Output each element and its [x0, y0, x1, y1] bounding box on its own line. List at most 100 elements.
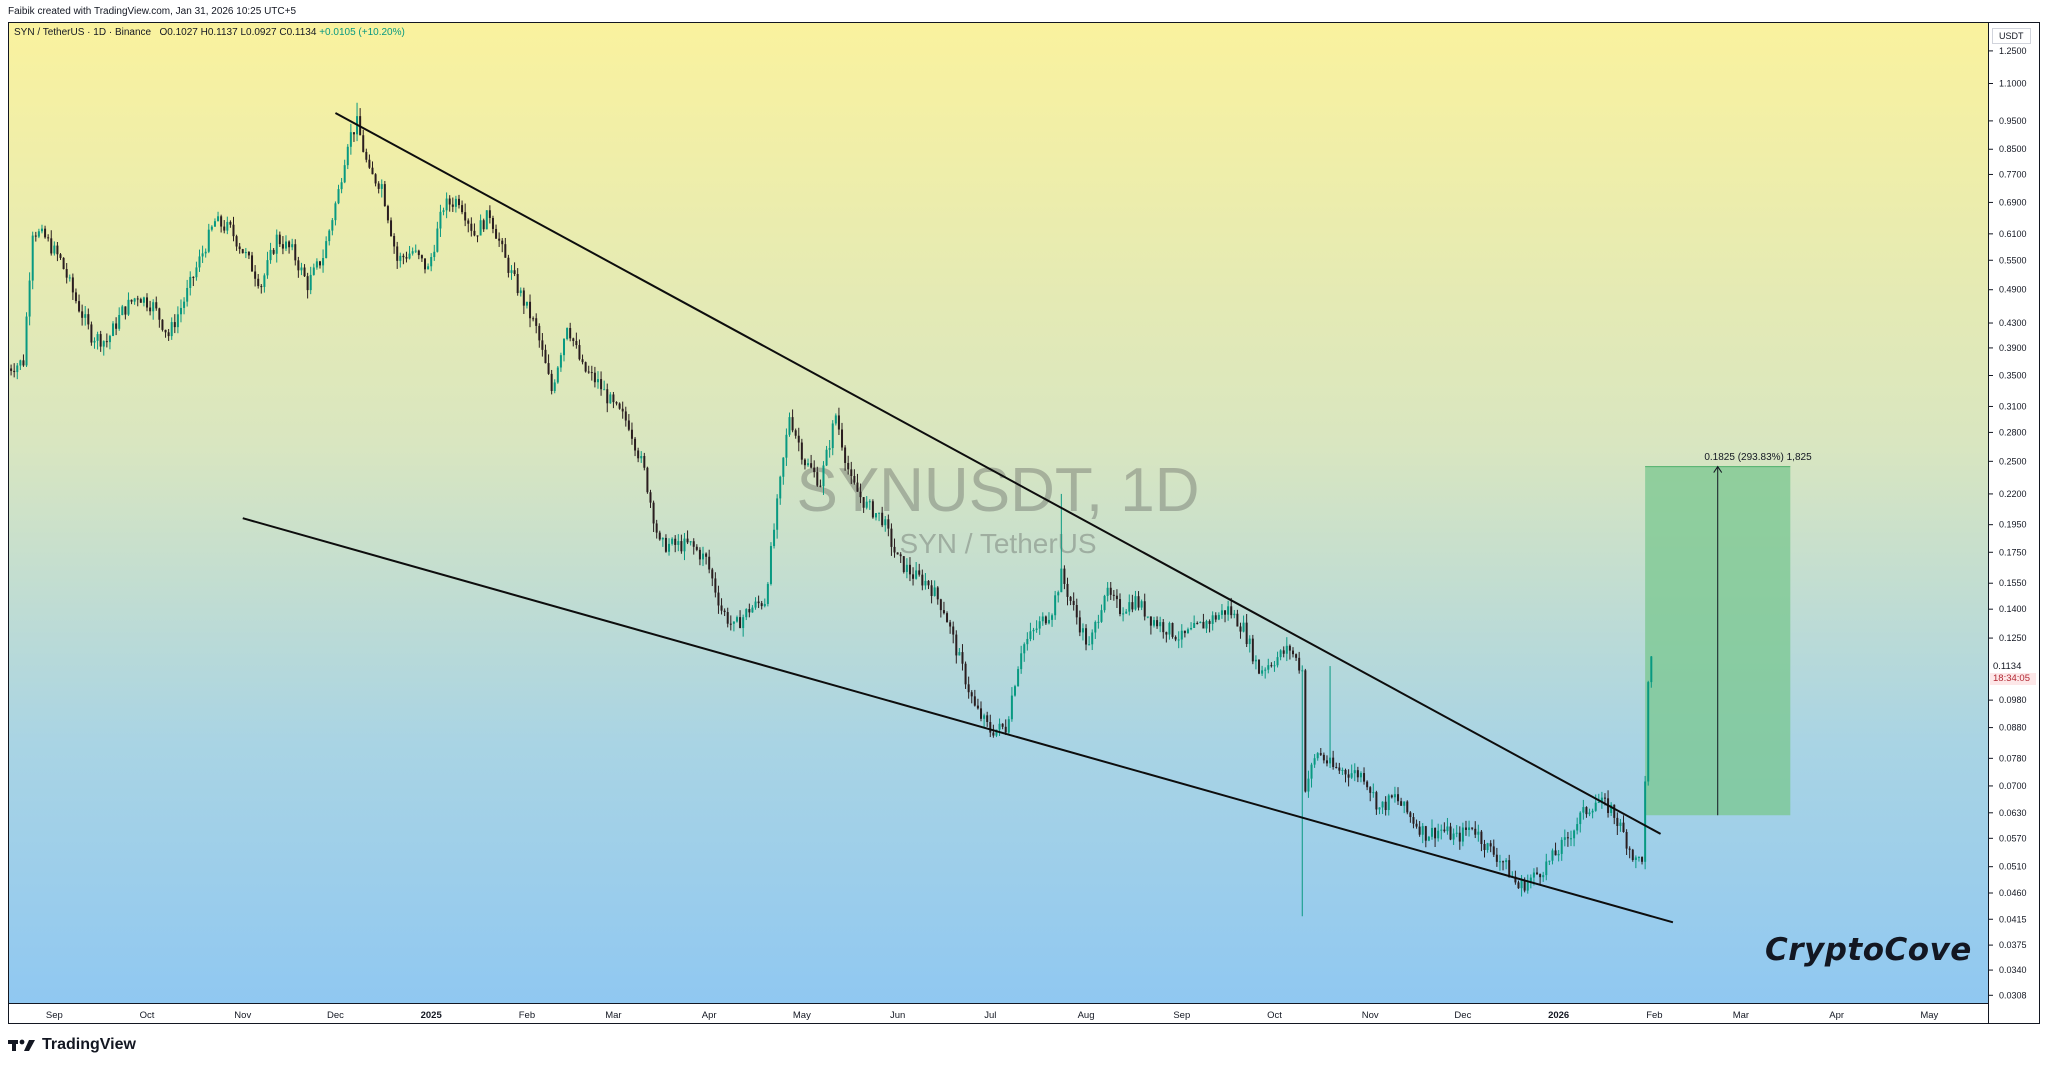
candle-body — [1122, 613, 1125, 615]
price-tick-label: 0.0880 — [1999, 723, 2027, 733]
candle-body — [1338, 767, 1341, 771]
time-axis[interactable]: Sep Oct Nov Dec 2025 Feb Mar Apr May Jun Jul Aug Sep… — [8, 1003, 1988, 1025]
candle-body — [99, 334, 102, 347]
brand-sign: CryptoCove — [1765, 932, 1972, 968]
candle-body — [1455, 832, 1458, 834]
candle-body — [1001, 723, 1004, 727]
candle-body — [596, 379, 599, 383]
target-arrow-head — [1713, 465, 1723, 473]
candle-body — [745, 609, 748, 618]
currency-button[interactable]: USDT — [1992, 28, 2031, 44]
candle-body — [964, 663, 967, 685]
candle-body — [251, 255, 254, 272]
candle-body — [96, 334, 99, 341]
candle-body — [708, 556, 711, 570]
candle-body — [1180, 630, 1183, 640]
time-tick-label: Jul — [984, 1010, 996, 1021]
candle-body — [467, 220, 470, 224]
candle-body — [1276, 657, 1279, 666]
candle-body — [241, 249, 244, 254]
candle-body — [841, 429, 844, 448]
candle-body — [1307, 778, 1310, 792]
candle-body — [995, 729, 998, 736]
candle-body — [522, 290, 525, 306]
price-tick-label: 0.6100 — [1999, 229, 2027, 239]
candle-body — [1109, 587, 1112, 595]
candle-body — [220, 216, 223, 227]
price-tick-label: 0.0460 — [1999, 888, 2027, 898]
candle-body — [1264, 669, 1267, 671]
candle-body — [600, 379, 603, 390]
watermark-symbol: SYNUSDT, 1D — [796, 456, 1200, 525]
candle-body — [1023, 644, 1026, 654]
candle-body — [1415, 823, 1418, 827]
candle-body — [1344, 769, 1347, 775]
candle-body — [1007, 719, 1010, 733]
candle-body — [1461, 827, 1464, 842]
candle-body — [868, 501, 871, 503]
candle-body — [748, 609, 751, 613]
candle-body — [1622, 822, 1625, 832]
candle-body — [115, 323, 118, 329]
candle-body — [124, 306, 127, 315]
candle-body — [334, 203, 337, 221]
candle-body — [1576, 824, 1579, 831]
price-tick-label: 0.3900 — [1999, 343, 2027, 353]
candle-body — [649, 492, 652, 503]
candle-body — [1214, 615, 1217, 620]
candle-body — [705, 553, 708, 557]
candle-body — [232, 224, 235, 237]
candle-body — [217, 216, 220, 222]
candle-body — [408, 253, 411, 259]
candle-body — [797, 435, 800, 443]
candle-body — [300, 267, 303, 271]
price-axis[interactable]: 1.2500 1.1000 0.9500 0.8500 0.7700 0.6900 0.61… — [1988, 22, 2041, 1024]
candle-body — [1403, 801, 1406, 806]
candle-body — [201, 253, 204, 257]
chart-canvas[interactable] — [8, 22, 1988, 1002]
candle-body — [1335, 766, 1338, 768]
candle-body — [504, 244, 507, 258]
candle-body — [485, 210, 488, 230]
candle-body — [637, 450, 640, 459]
candle-body — [31, 235, 34, 281]
candle-body — [1010, 695, 1013, 720]
candle-body — [167, 332, 170, 337]
candle-body — [1267, 665, 1270, 670]
candle-body — [575, 340, 578, 346]
price-tick-label: 0.1400 — [1999, 604, 2027, 614]
candle-body — [411, 251, 414, 254]
price-tick-label: 0.0570 — [1999, 833, 2027, 843]
candle-body — [1375, 792, 1378, 810]
candle-body — [1131, 602, 1134, 610]
candle-body — [862, 497, 865, 508]
price-tick-label: 0.4300 — [1999, 318, 2027, 328]
candle-body — [1251, 638, 1254, 662]
candle-body — [451, 204, 454, 207]
candle-body — [1424, 826, 1427, 841]
candle-body — [386, 206, 389, 221]
candle-body — [525, 301, 528, 306]
candle-body — [859, 491, 862, 498]
candle-body — [16, 365, 19, 373]
candle-body — [371, 167, 374, 175]
candle-body — [244, 251, 247, 254]
candle-body — [1514, 876, 1517, 883]
candle-body — [1356, 770, 1359, 778]
candle-body — [1418, 826, 1421, 835]
candle-body — [498, 238, 501, 241]
candle-body — [402, 255, 405, 258]
time-tick-label: Feb — [1646, 1010, 1662, 1021]
candle-body — [1183, 630, 1186, 634]
candle-body — [1582, 807, 1585, 813]
candle-body — [1149, 616, 1152, 626]
candle-body — [405, 257, 408, 259]
candle-body — [1319, 753, 1322, 755]
candle-body — [161, 319, 164, 330]
candle-body — [439, 211, 442, 229]
tradingview-brand[interactable]: TradingView — [8, 1036, 136, 1054]
time-tick-label: Apr — [1829, 1010, 1844, 1021]
candle-body — [1625, 831, 1628, 849]
candle-body — [1017, 669, 1020, 687]
candle-body — [1619, 822, 1622, 826]
